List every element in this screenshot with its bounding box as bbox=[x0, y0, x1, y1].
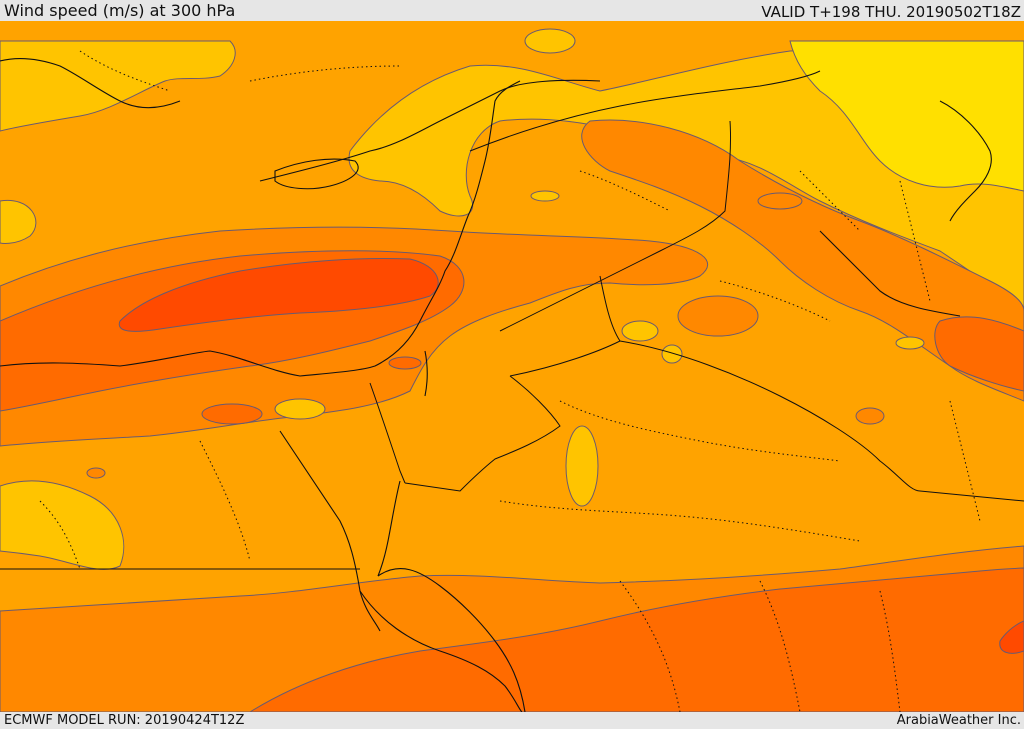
pocket-orange-3 bbox=[855, 407, 885, 425]
band-dark-east bbox=[934, 316, 1024, 392]
admin-4 bbox=[759, 580, 801, 712]
borders bbox=[0, 70, 1024, 570]
credit: ArabiaWeather Inc. bbox=[896, 713, 1021, 728]
pocket-light-7 bbox=[524, 28, 576, 54]
valid-time: VALID T+198 THU. 20190502T18Z bbox=[761, 3, 1021, 21]
pocket-light-5 bbox=[895, 336, 925, 350]
coast-redsea-east bbox=[377, 568, 526, 712]
admin-2 bbox=[499, 500, 861, 542]
band-orange-east bbox=[581, 119, 1024, 402]
coast-gulf bbox=[819, 230, 961, 317]
pocket-orange-4 bbox=[757, 192, 803, 210]
pocket-light-4 bbox=[274, 398, 326, 420]
coast-aegean bbox=[0, 57, 181, 109]
coast-deadsea bbox=[424, 350, 428, 397]
coastlines bbox=[0, 57, 992, 712]
footer-bar: ECMWF MODEL RUN: 20190424T12Z ArabiaWeat… bbox=[0, 712, 1024, 729]
map-title: Wind speed (m/s) at 300 hPa bbox=[4, 1, 236, 20]
map-canvas bbox=[0, 21, 1024, 712]
admin-6 bbox=[199, 440, 251, 562]
band-darkest-se bbox=[999, 620, 1024, 654]
border-jordan-saudi bbox=[404, 375, 561, 492]
border-turkey-syria-iraq bbox=[469, 70, 821, 152]
admin-boundaries bbox=[39, 50, 981, 712]
band-light-west bbox=[0, 199, 37, 244]
coast-turkey-south bbox=[259, 79, 601, 182]
coast-gulf-suez bbox=[279, 430, 381, 632]
band-lightest-ne bbox=[789, 40, 1024, 192]
admin-5 bbox=[879, 590, 901, 712]
coast-caspian bbox=[939, 100, 992, 222]
border-syria-iraq bbox=[499, 120, 732, 332]
band-darkest-jet bbox=[118, 258, 439, 332]
wind-speed-map[interactable] bbox=[0, 21, 1024, 712]
coast-gulf-aqaba bbox=[377, 480, 401, 577]
admin-10 bbox=[899, 180, 931, 302]
coast-redsea-west bbox=[359, 590, 523, 712]
coast-cyprus bbox=[274, 158, 359, 190]
border-iraq-saudi bbox=[619, 340, 1024, 502]
coast-levant-egypt bbox=[0, 80, 521, 377]
border-jordan-iraq-saudi bbox=[509, 275, 621, 377]
pocket-dark-1 bbox=[201, 403, 263, 425]
pocket-orange-2 bbox=[86, 467, 106, 479]
pocket-light-1 bbox=[565, 425, 599, 507]
header-bar: Wind speed (m/s) at 300 hPa VALID T+198 … bbox=[0, 0, 1024, 21]
pocket-light-2 bbox=[621, 320, 659, 342]
model-run: ECMWF MODEL RUN: 20190424T12Z bbox=[4, 713, 245, 728]
pocket-light-6 bbox=[530, 190, 560, 202]
band-light-sw bbox=[0, 480, 125, 570]
band-dark-south bbox=[249, 567, 1024, 712]
pocket-dark-2 bbox=[388, 356, 422, 370]
border-egypt-israel bbox=[369, 382, 406, 484]
admin-8 bbox=[579, 170, 671, 212]
admin-1 bbox=[559, 400, 841, 462]
admin-14 bbox=[949, 400, 981, 522]
pocket-light-3 bbox=[661, 344, 683, 364]
admin-11 bbox=[79, 50, 171, 92]
admin-3 bbox=[619, 580, 681, 712]
band-light-nw-corner bbox=[0, 40, 236, 132]
pocket-orange-1 bbox=[677, 295, 759, 337]
